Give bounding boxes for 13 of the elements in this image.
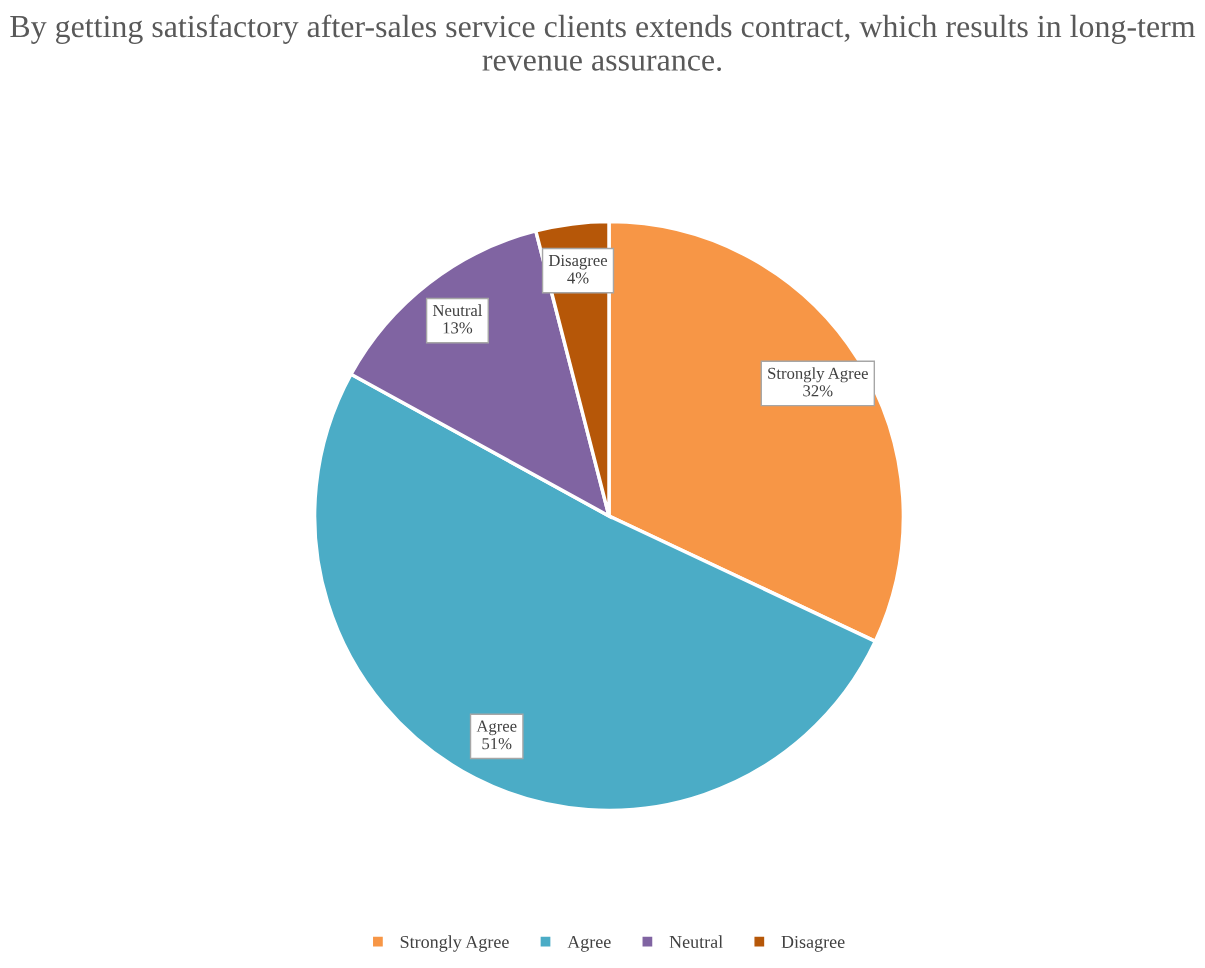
chart-title: By getting satisfactory after-sales service clients extends contract, which results in long-term revenue assurance. — [10, 14, 1196, 71]
data-label: 51% — [482, 737, 512, 750]
slice-label: Agree — [476, 720, 517, 736]
slice-label: Neutral — [432, 304, 483, 317]
legend-label: Neutral — [669, 935, 723, 949]
legend-label: Agree — [567, 935, 611, 952]
legend-label: Strongly Agree — [400, 935, 509, 952]
data-label: 4% — [567, 272, 589, 284]
slice-label: Disagree — [548, 254, 608, 270]
data-label: 32% — [803, 385, 833, 397]
legend-label: Disagree — [781, 935, 845, 952]
slice-label: Strongly Agree — [768, 367, 868, 383]
data-label: 13% — [443, 322, 473, 334]
